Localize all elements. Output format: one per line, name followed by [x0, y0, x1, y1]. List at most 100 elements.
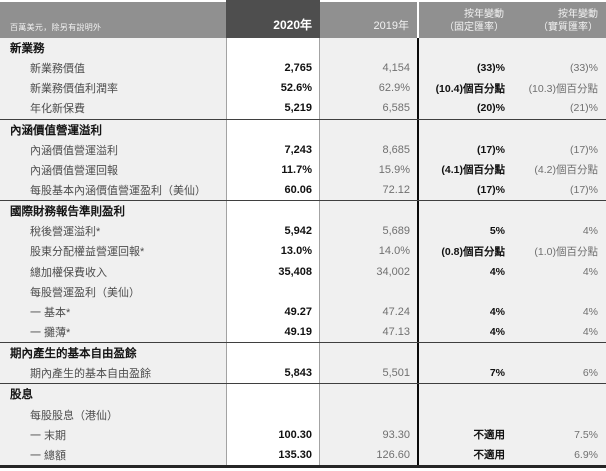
table-row: 股東分配權益營運回報* 13.0% 14.0% (0.8)個百分點 (1.0)個…: [0, 241, 606, 262]
table-row: 每股營運盈利（美仙）: [0, 281, 606, 302]
row-label: 股東分配權益營運回報*: [30, 246, 145, 259]
section-row-new-business: 新業務: [0, 38, 606, 59]
value-2019: 47.24: [382, 305, 410, 318]
column-header-2019: 2019年: [320, 2, 417, 38]
value-2019: 15.9%: [378, 163, 410, 176]
table-body: 新業務 新業務價值 2,765 4,154 (33)% (33)% 新業務價值利…: [0, 38, 606, 468]
change-actual: 4%: [582, 225, 598, 238]
table-row: 新業務價值 2,765 4,154 (33)% (33)%: [0, 58, 606, 79]
row-label: 一 基本*: [30, 306, 71, 319]
table-row: 一 攤薄* 49.19 47.13 4% 4%: [0, 321, 606, 343]
change-fixed: 4%: [417, 261, 507, 282]
value-2019: 47.13: [382, 326, 410, 339]
section-row-ifrs-profit: 國際財務報告準則盈利: [0, 200, 606, 222]
value-2019: 6,585: [382, 102, 410, 115]
change-actual: (1.0)個百分點: [534, 245, 598, 258]
value-2019: 5,501: [382, 367, 410, 380]
units-note: 百萬美元，除另有說明外: [0, 2, 226, 38]
change-fixed: 4%: [417, 301, 507, 322]
change-actual: [507, 282, 606, 302]
change-actual: [507, 405, 606, 425]
change-fixed: [417, 404, 507, 425]
change-fixed: (20)%: [417, 98, 507, 119]
change-actual: (33)%: [569, 62, 598, 75]
section-label: 國際財務報告準則盈利: [10, 206, 125, 219]
section-label: 新業務: [10, 43, 45, 56]
value-2020: 60.06: [226, 179, 320, 201]
change-fixed: (17)%: [417, 179, 507, 201]
column-header-change-actual-rate: 按年變動 （實質匯率）: [507, 2, 606, 38]
change-fixed-line2: （固定匯率）: [444, 22, 504, 33]
table-row: 每股股息（港仙）: [0, 404, 606, 425]
change-actual: 4%: [582, 326, 598, 339]
value-2019: 34,002: [376, 265, 410, 278]
column-header-change-fixed-rate: 按年變動 （固定匯率）: [417, 2, 507, 38]
row-label: 總加權保費收入: [30, 266, 107, 279]
change-fixed: (17)%: [417, 139, 507, 160]
table-row: 每股基本內涵價值營運盈利（美仙） 60.06 72.12 (17)% (17)%: [0, 179, 606, 201]
value-2020: 135.30: [226, 444, 320, 465]
value-2020: 49.27: [226, 301, 320, 322]
row-label: 一 總額: [30, 449, 67, 462]
table-row: 內涵價值營運回報 11.7% 15.9% (4.1)個百分點 (4.2)個百分點: [0, 159, 606, 180]
table-row: 稅後營運溢利* 5,942 5,689 5% 4%: [0, 221, 606, 242]
table-row: 內涵價值營運溢利 7,243 8,685 (17)% (17)%: [0, 139, 606, 160]
change-actual-line1: 按年變動: [558, 9, 598, 20]
value-2020: 11.7%: [226, 159, 320, 180]
change-fixed: 不適用: [417, 424, 507, 445]
change-actual: (17)%: [569, 184, 598, 197]
change-actual: (17)%: [569, 143, 598, 156]
table-row: 總加權保費收入 35,408 34,002 4% 4%: [0, 261, 606, 282]
row-label: 內涵價值營運回報: [30, 164, 118, 177]
change-actual: 7.5%: [574, 428, 598, 441]
value-2020: 5,219: [226, 98, 320, 119]
row-label: 新業務價值: [30, 63, 85, 76]
table-row: 一 總額 135.30 126.60 不適用 6.9%: [0, 444, 606, 465]
row-label: 期內產生的基本自由盈餘: [30, 368, 151, 381]
change-actual: 6.9%: [574, 448, 598, 461]
change-fixed: (4.1)個百分點: [417, 159, 507, 180]
row-label: 一 攤薄*: [30, 327, 71, 340]
section-row-ev-operating-profit: 內涵價值營運溢利: [0, 118, 606, 140]
value-2019: 62.9%: [378, 82, 410, 95]
change-fixed: (33)%: [417, 58, 507, 79]
table-row: 期內產生的基本自由盈餘 5,843 5,501 7% 6%: [0, 363, 606, 384]
value-2020: 5,942: [226, 221, 320, 242]
value-2020: [226, 404, 320, 425]
value-2020: 52.6%: [226, 78, 320, 99]
row-label: 一 末期: [30, 429, 67, 442]
table-header: 百萬美元，除另有說明外 2020年 2019年 按年變動 （固定匯率） 按年變動…: [0, 0, 606, 38]
change-fixed: (10.4)個百分點: [417, 78, 507, 99]
value-2020: 35,408: [226, 261, 320, 282]
value-2020: 2,765: [226, 58, 320, 79]
change-fixed: (0.8)個百分點: [417, 241, 507, 262]
value-2019: [320, 405, 417, 425]
table-row: 年化新保費 5,219 6,585 (20)% (21)%: [0, 98, 606, 119]
change-fixed: 4%: [417, 321, 507, 343]
change-fixed: 5%: [417, 221, 507, 242]
row-label: 每股基本內涵價值營運盈利（美仙）: [30, 185, 206, 198]
change-actual: (21)%: [569, 102, 598, 115]
column-header-2020: 2020年: [226, 0, 320, 38]
section-label: 股息: [10, 389, 33, 402]
section-row-underlying-free-surplus: 期內產生的基本自由盈餘: [0, 342, 606, 364]
value-2019: 8,685: [382, 143, 410, 156]
section-label: 內涵價值營運溢利: [10, 124, 102, 137]
value-2019: 93.30: [382, 428, 410, 441]
value-2020: 7,243: [226, 139, 320, 160]
value-2020: [226, 281, 320, 302]
value-2020: 100.30: [226, 424, 320, 445]
value-2020: 5,843: [226, 363, 320, 384]
section-row-dividends: 股息: [0, 383, 606, 405]
row-label: 每股股息（港仙）: [30, 409, 118, 422]
table-row: 一 末期 100.30 93.30 不適用 7.5%: [0, 424, 606, 445]
value-2019: 14.0%: [378, 245, 410, 258]
table-row: 新業務價值利潤率 52.6% 62.9% (10.4)個百分點 (10.3)個百…: [0, 78, 606, 99]
value-2019: [320, 282, 417, 302]
change-actual: 4%: [582, 265, 598, 278]
change-actual: (10.3)個百分點: [528, 82, 598, 95]
row-label: 稅後營運溢利*: [30, 226, 101, 239]
value-2019: 5,689: [382, 225, 410, 238]
value-2020: 13.0%: [226, 241, 320, 262]
